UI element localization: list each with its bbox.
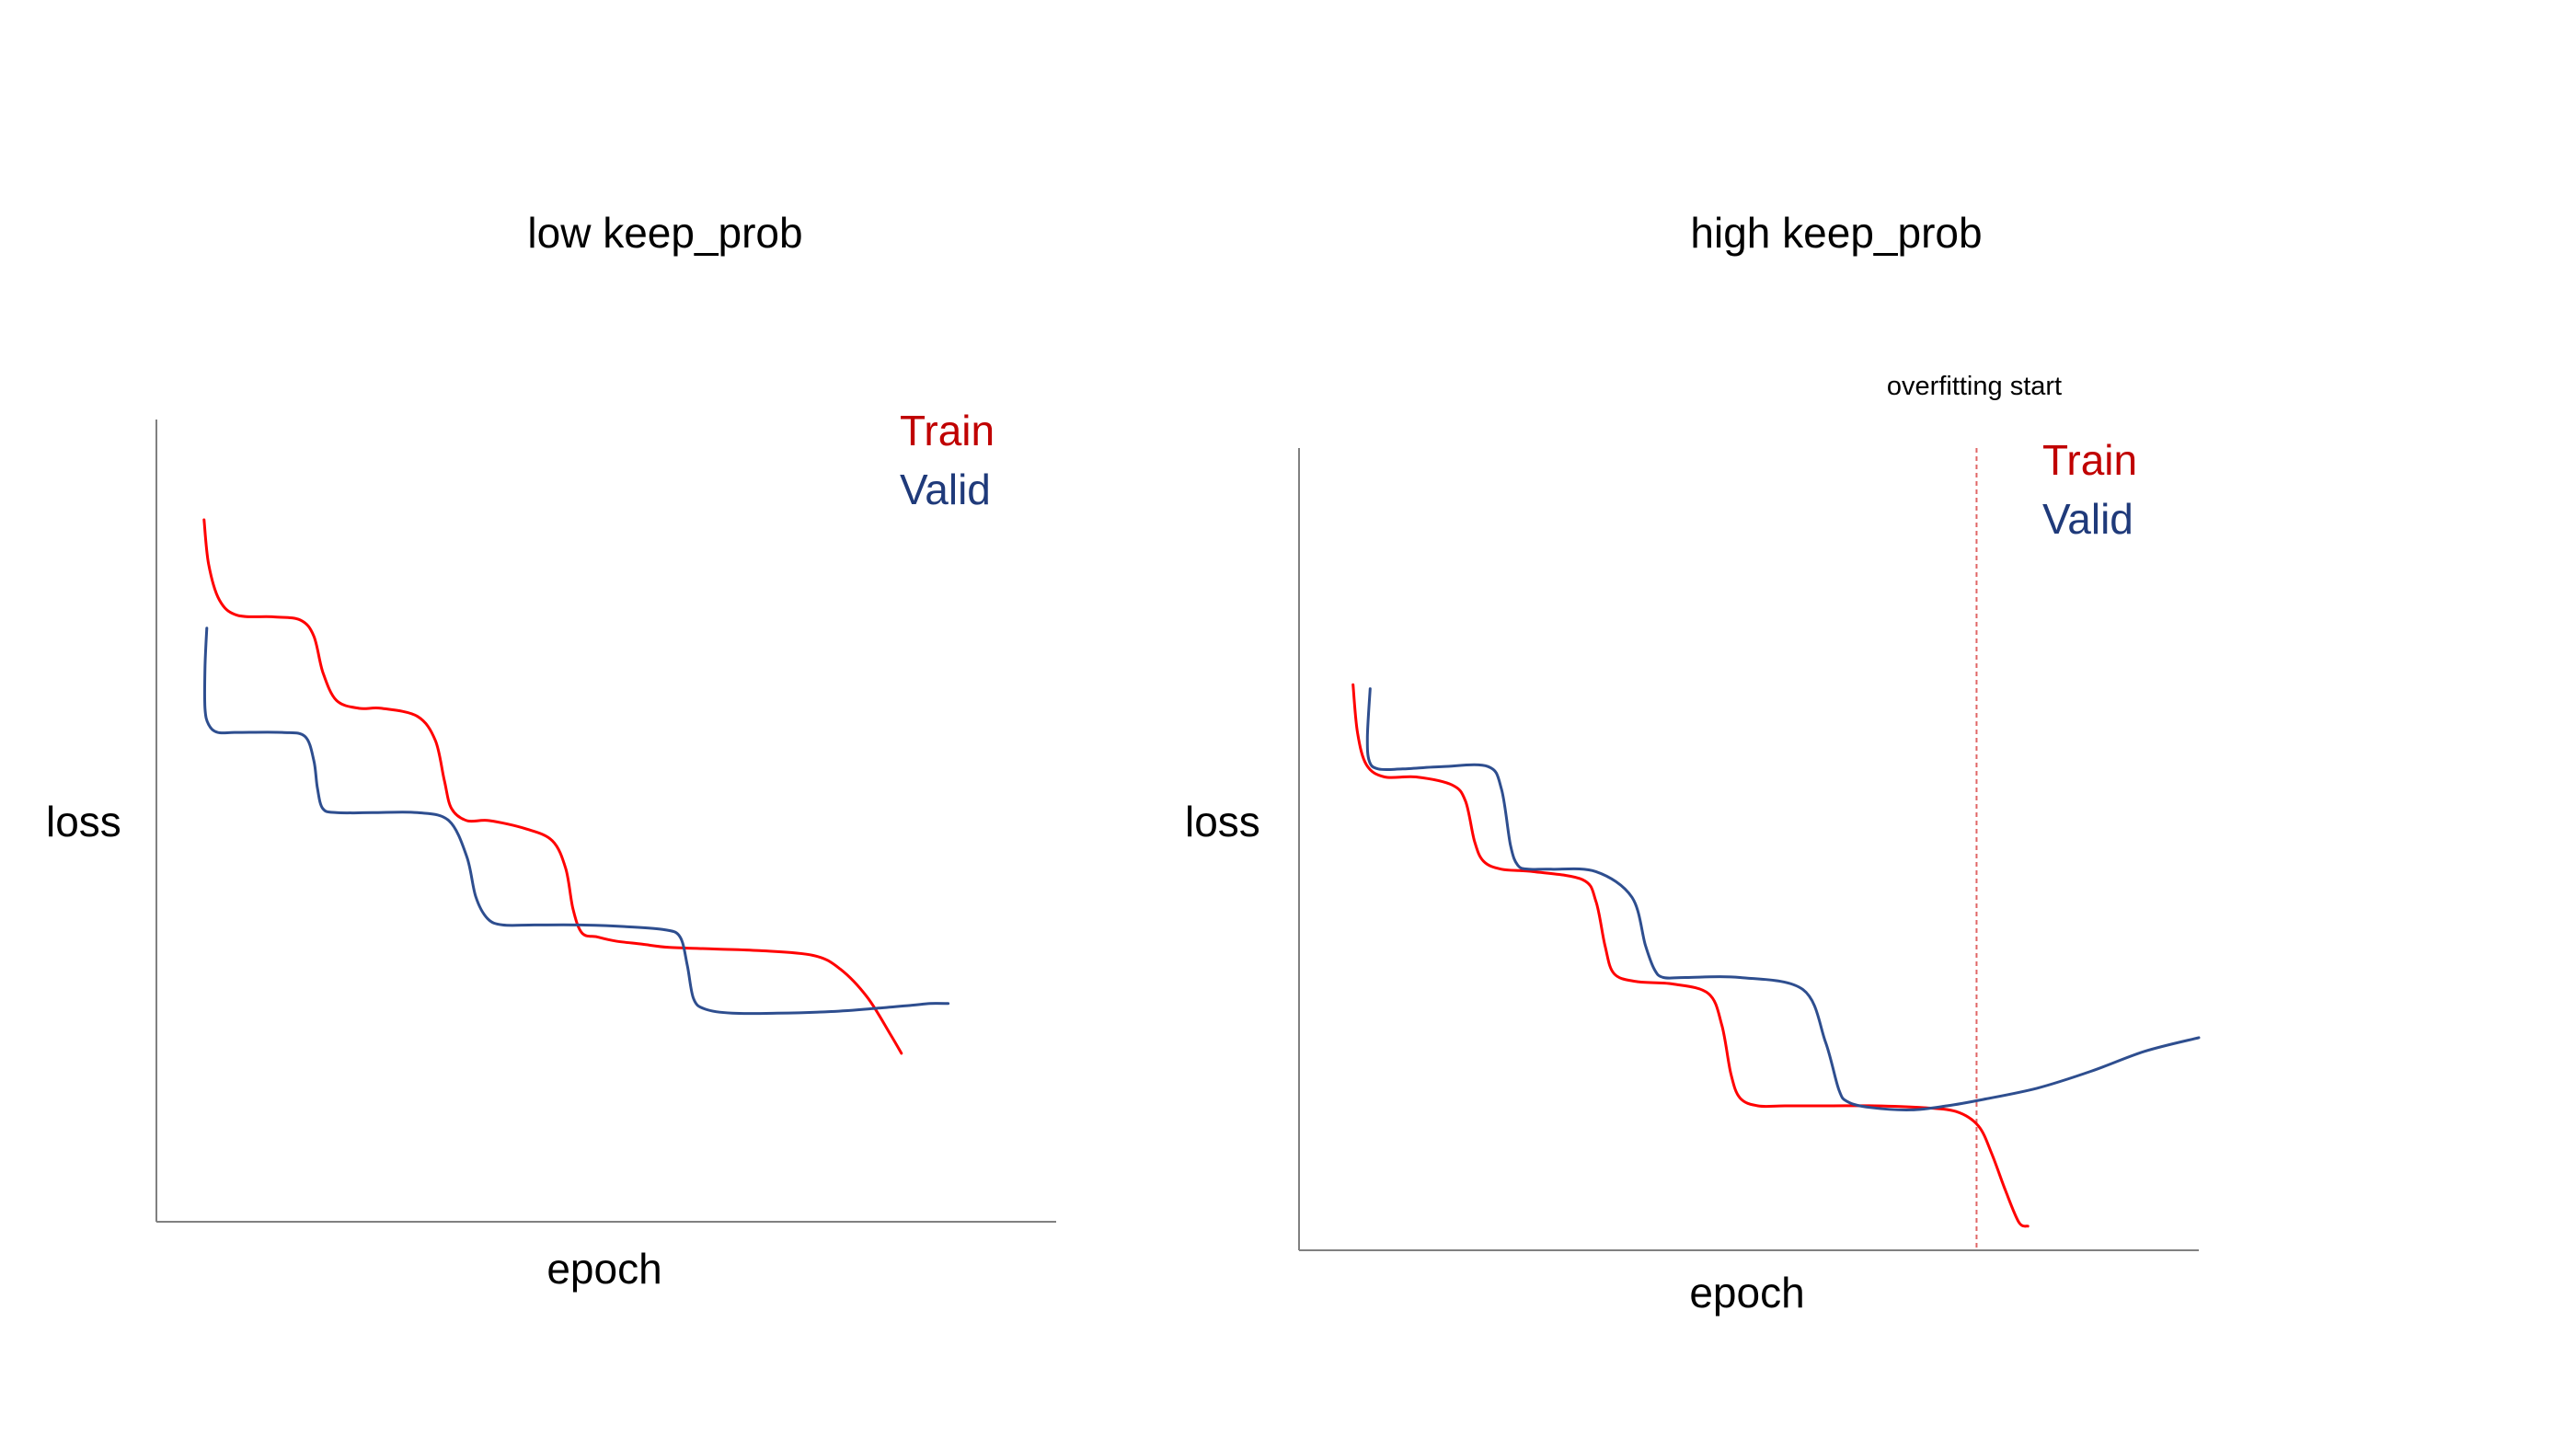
series-line-valid-high [1365,687,2201,1111]
overfitting-start-annotation: overfitting start [1886,372,2063,401]
x-axis-label-high: epoch [1689,1269,1805,1317]
legend-entry-train: Train [2042,436,2138,484]
series-line-train-high [1351,683,2030,1228]
series-line-train-low [202,518,903,1055]
chart-title-high-keep-prob: high keep_prob [1690,209,1983,257]
chart-title-low-keep-prob: low keep_prob [527,209,803,257]
x-axis-label-low: epoch [546,1245,662,1293]
legend-high: Train Valid [2042,431,2137,548]
series-line-valid-low [202,627,950,1016]
y-axis-label-low: loss [46,798,121,845]
legend-low: Train Valid [900,401,995,519]
legend-entry-valid: Valid [2042,495,2133,543]
y-axis-label-high: loss [1185,798,1260,845]
legend-entry-valid: Valid [900,466,991,513]
legend-entry-train: Train [900,407,995,454]
